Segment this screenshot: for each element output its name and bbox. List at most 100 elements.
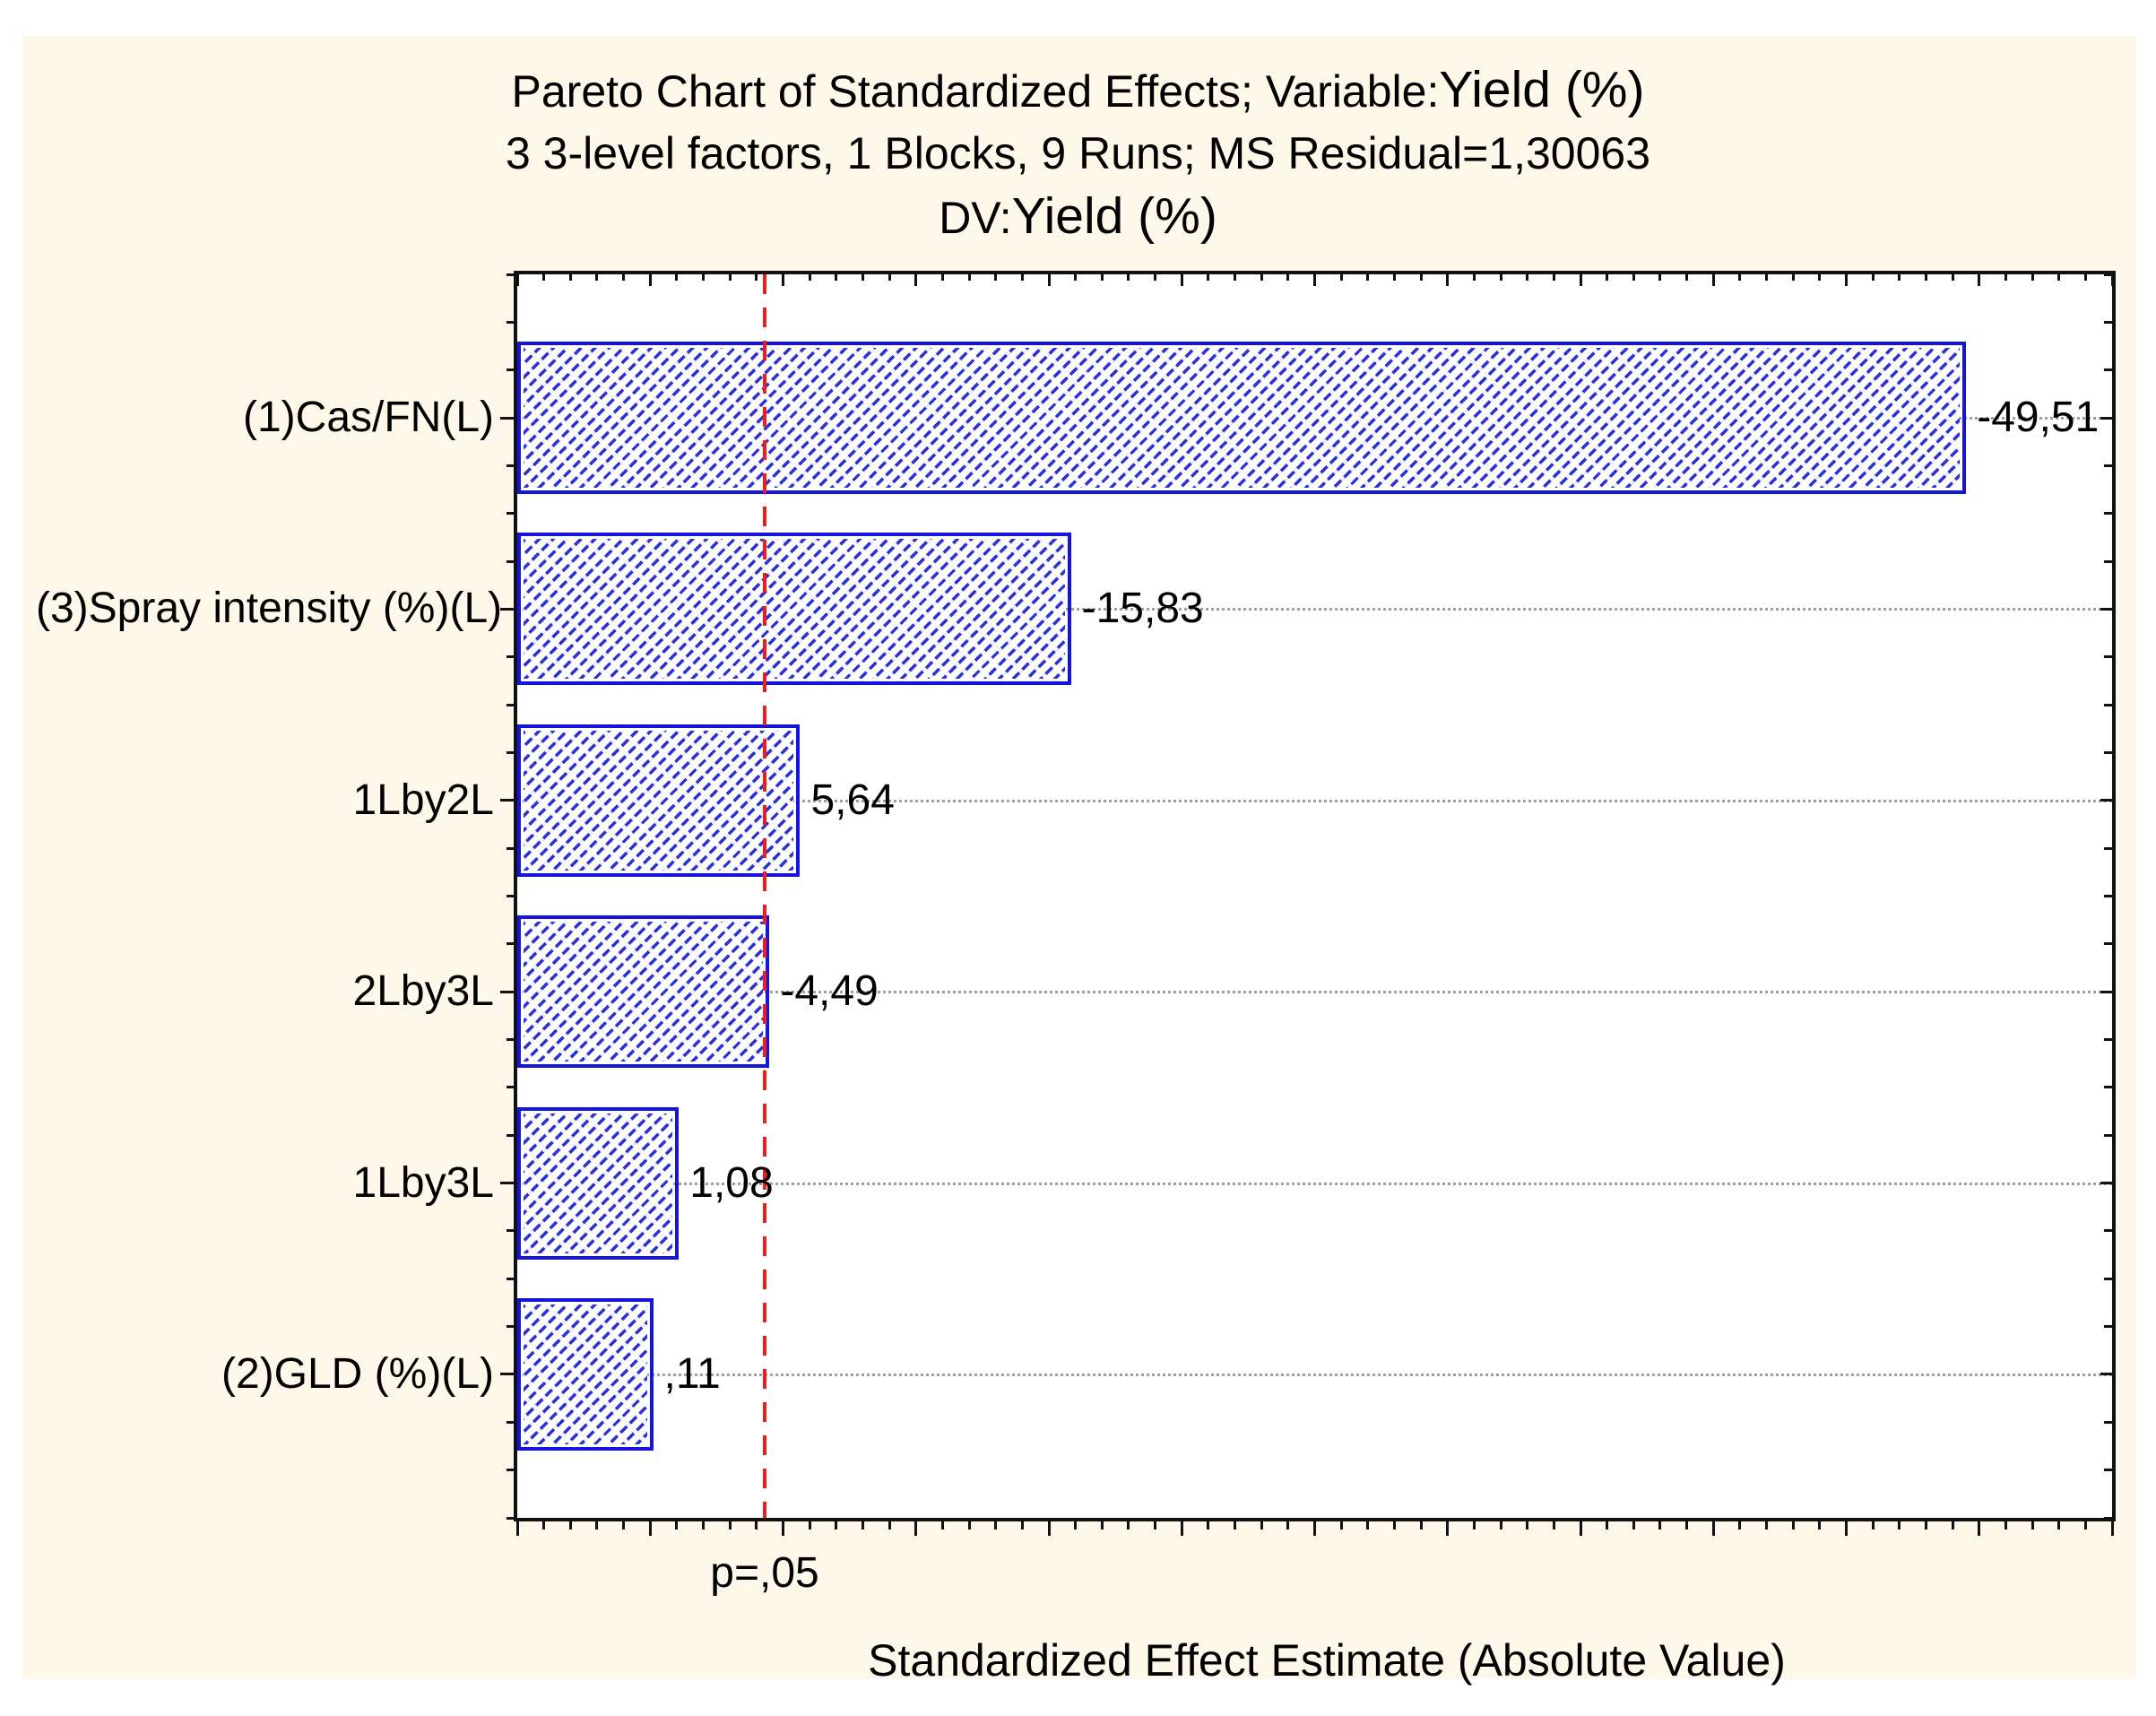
y-axis-right-tick <box>2100 607 2112 611</box>
y-axis-right-tick <box>2104 1133 2112 1137</box>
x-axis-top-tick <box>808 274 811 281</box>
x-axis-tick <box>728 1521 732 1530</box>
x-axis-top-tick <box>648 274 652 286</box>
variable-name-title: Yield (%) <box>1439 61 1645 118</box>
x-axis-tick <box>1286 1521 1290 1530</box>
x-axis-top-tick <box>1234 274 1237 281</box>
x-axis-tick <box>1658 1521 1662 1530</box>
y-axis-tick <box>507 846 514 850</box>
x-axis-tick <box>1260 1521 1263 1530</box>
x-axis-tick <box>1020 1521 1024 1530</box>
value-label: -15,83 <box>1081 585 1204 633</box>
chart-title-text: Pareto Chart of Standardized Effects; Va… <box>511 66 1440 117</box>
x-axis-top-tick <box>1127 274 1130 281</box>
x-axis-top-tick <box>1632 274 1635 281</box>
y-axis-right-tick <box>2104 895 2112 897</box>
x-axis-tick <box>542 1521 546 1530</box>
x-axis-tick <box>940 1521 944 1530</box>
y-axis-right-tick <box>2104 1516 2112 1520</box>
gridline <box>517 991 2112 994</box>
x-axis-tick <box>1154 1521 1157 1530</box>
significance-line <box>762 274 766 1518</box>
y-axis-right-tick <box>2104 1469 2112 1472</box>
value-label: 1,08 <box>689 1158 774 1207</box>
gridline <box>517 608 2112 611</box>
category-label: 2Lby3L <box>352 967 494 1016</box>
y-axis-tick <box>507 1086 514 1089</box>
x-axis-tick <box>675 1521 679 1530</box>
x-axis-top-tick <box>1260 274 1263 281</box>
x-axis-top-tick <box>1419 274 1423 281</box>
x-axis-top-tick <box>914 274 918 286</box>
bar-2 <box>517 533 1071 686</box>
x-axis-tick <box>1446 1521 1450 1536</box>
x-axis-tick <box>1978 1521 1981 1536</box>
x-axis-tick <box>2004 1521 2007 1530</box>
x-axis-tick <box>1339 1521 1343 1530</box>
value-label: -4,49 <box>780 967 879 1016</box>
y-axis-right-tick <box>2104 655 2112 659</box>
y-axis-right-tick <box>2104 1420 2112 1424</box>
y-axis-right-tick <box>2104 368 2112 372</box>
x-axis-tick <box>1047 1521 1051 1536</box>
x-axis-tick <box>1472 1521 1476 1530</box>
x-axis-tick <box>1552 1521 1555 1530</box>
x-axis-top-tick <box>1526 274 1529 281</box>
y-axis-tick <box>507 895 514 897</box>
x-axis-tick <box>1366 1521 1370 1530</box>
x-axis-tick <box>861 1521 864 1530</box>
x-axis-tick <box>1951 1521 1954 1530</box>
category-label: 1Lby2L <box>352 776 494 824</box>
x-axis-tick <box>1207 1521 1210 1530</box>
y-axis-tick <box>507 703 514 706</box>
x-axis-tick <box>1180 1521 1183 1536</box>
y-axis-tick <box>507 1038 514 1042</box>
y-axis-tick <box>507 1420 514 1424</box>
x-axis-tick <box>967 1521 971 1530</box>
x-axis-top-tick <box>1339 274 1343 281</box>
x-axis-tick <box>1392 1521 1396 1530</box>
x-axis-tick <box>1632 1521 1635 1530</box>
y-axis-right-tick <box>2104 1277 2112 1280</box>
y-axis-right-tick <box>2104 1325 2112 1329</box>
x-axis-tick <box>888 1521 891 1530</box>
x-axis-top-tick <box>1552 274 1555 281</box>
y-axis-right-tick <box>2100 1182 2112 1185</box>
x-axis-top-tick <box>2057 274 2061 281</box>
x-axis-top-tick <box>568 274 572 281</box>
x-axis-top-tick <box>595 274 599 281</box>
y-axis-tick <box>500 990 514 993</box>
x-axis-tick <box>702 1521 706 1530</box>
y-axis-right-tick <box>2104 1038 2112 1042</box>
x-axis-tick <box>515 1521 519 1536</box>
gridline <box>517 1182 2112 1185</box>
y-axis-tick <box>500 1373 514 1376</box>
x-axis-top-tick <box>1100 274 1104 281</box>
y-axis-right-tick <box>2100 799 2112 802</box>
y-axis-right-tick <box>2104 1229 2112 1233</box>
x-axis-tick <box>755 1521 758 1530</box>
y-axis-tick <box>507 368 514 372</box>
x-axis-tick <box>1924 1521 1927 1530</box>
x-axis-tick <box>1711 1521 1715 1536</box>
x-axis-top-tick <box>1579 274 1582 286</box>
x-axis-tick <box>1606 1521 1609 1530</box>
x-axis-top-tick <box>861 274 864 281</box>
x-axis-tick <box>914 1521 918 1536</box>
gridline <box>517 799 2112 802</box>
y-axis-tick <box>507 942 514 946</box>
y-axis-tick <box>500 1182 514 1185</box>
y-axis-tick <box>507 1325 514 1329</box>
x-axis-top-tick <box>542 274 546 281</box>
y-axis-right-tick <box>2104 750 2112 754</box>
x-axis-top-tick <box>1658 274 1662 281</box>
x-axis-top-tick <box>1978 274 1981 286</box>
x-axis-top-tick <box>1286 274 1290 281</box>
category-label: (2)GLD (%)(L) <box>221 1349 494 1398</box>
y-axis-tick <box>507 273 514 276</box>
x-axis-top-tick <box>1738 274 1742 281</box>
y-axis-right-tick <box>2104 1086 2112 1089</box>
x-axis-top-tick <box>622 274 626 281</box>
x-axis-top-tick <box>1047 274 1051 286</box>
